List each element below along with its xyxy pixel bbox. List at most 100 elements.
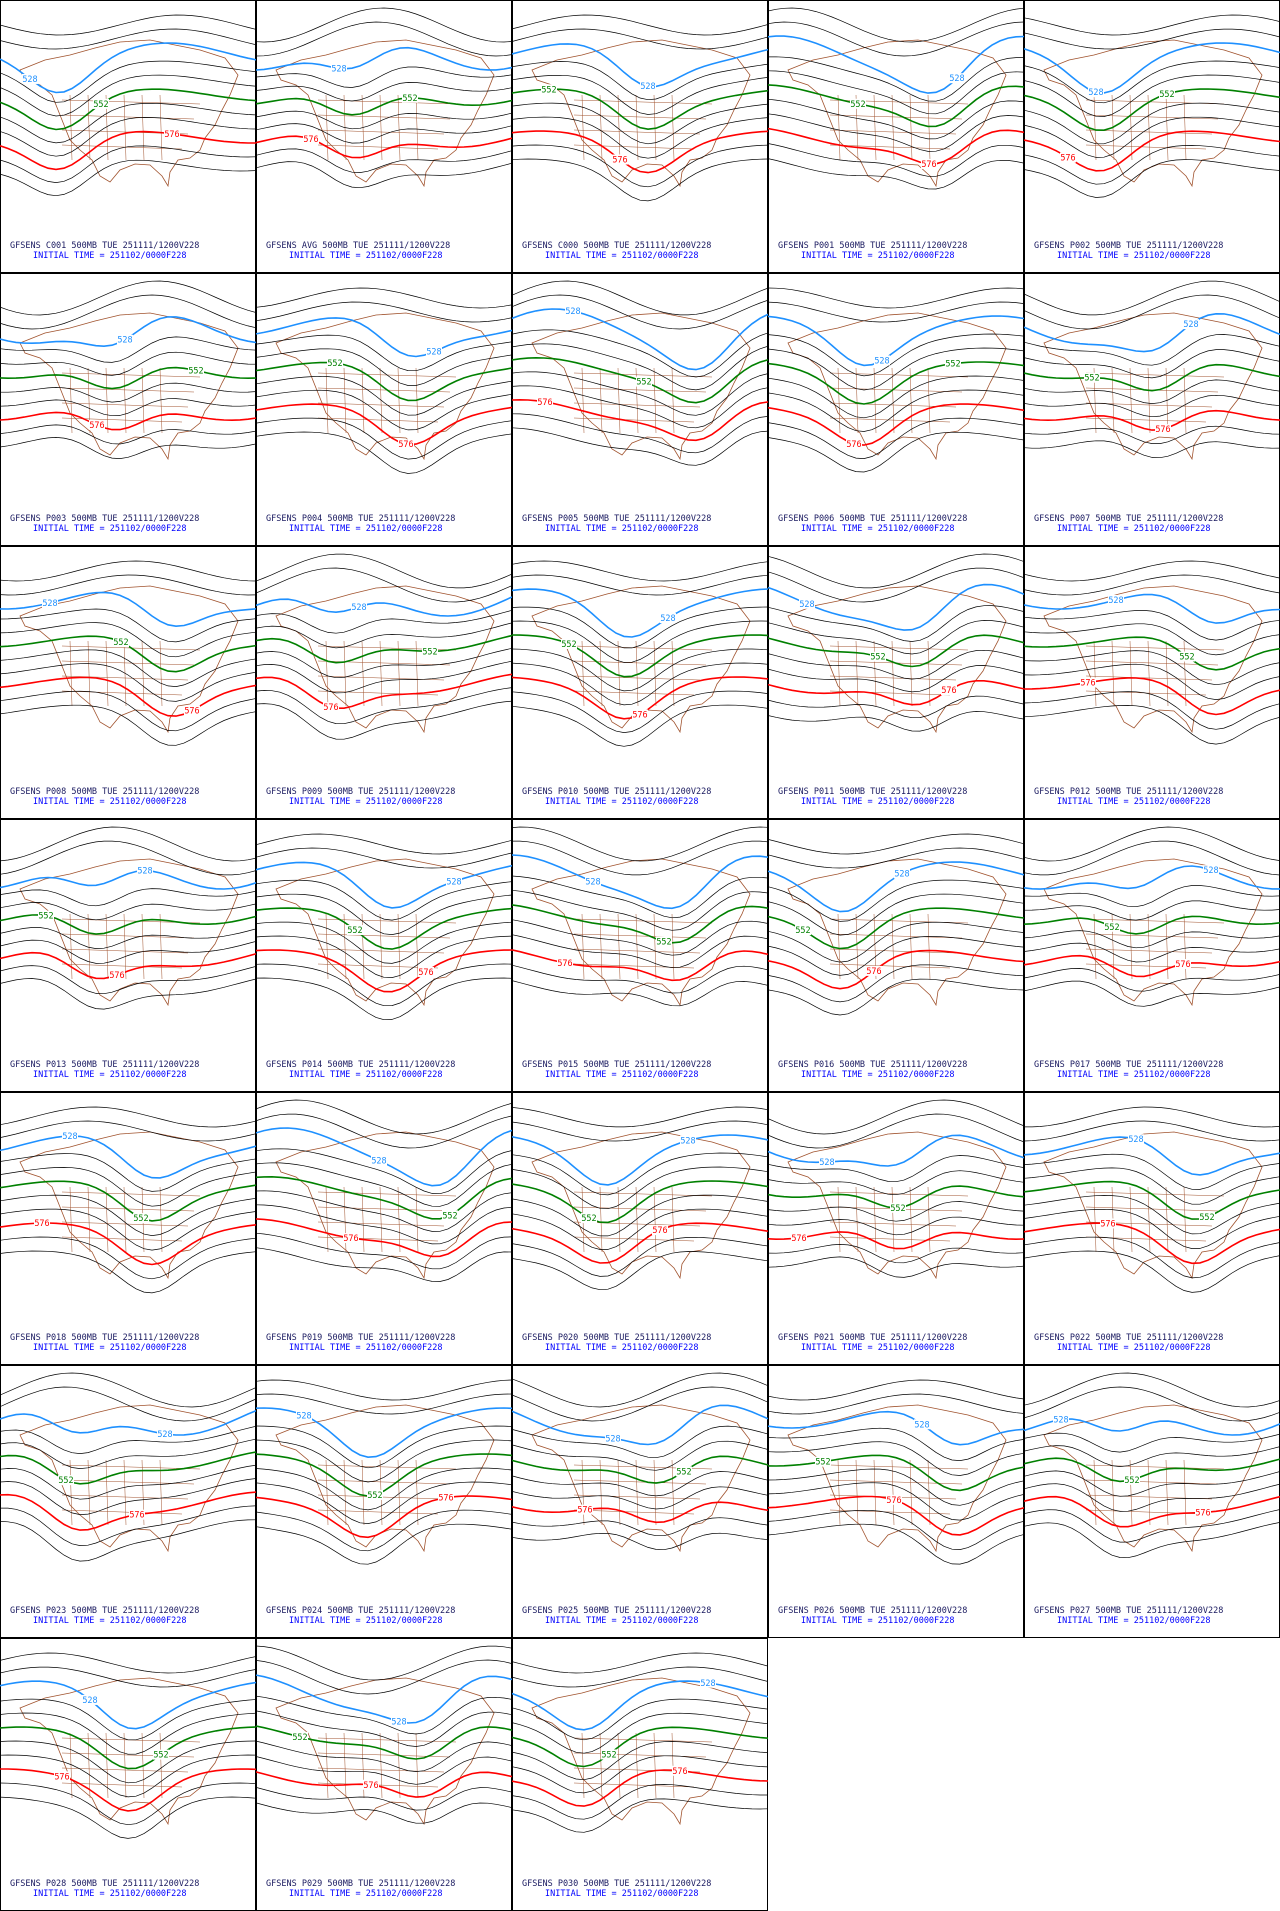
height-contour: [0, 1712, 256, 1755]
contour-label-bg: [113, 637, 129, 648]
height-contour: [256, 1162, 512, 1207]
contour-label: 552: [327, 359, 342, 369]
height-contour: [0, 1740, 256, 1784]
contour-label-bg: [442, 1210, 458, 1221]
state-line: [87, 1186, 91, 1253]
height-contour: [768, 605, 1024, 642]
panel-title: GFSENS P024 500MB TUE 251111/1200V228: [266, 1606, 455, 1616]
contour-label-bg: [1100, 1218, 1116, 1229]
height-contour: [0, 1120, 256, 1142]
state-line: [69, 1186, 73, 1253]
height-contour: [256, 348, 512, 386]
height-contour: [256, 1113, 512, 1149]
panel-frame: [256, 546, 512, 819]
height-contour: [0, 280, 256, 316]
caption-bg: [1025, 1057, 1279, 1091]
height-contour: [256, 1509, 512, 1552]
state-line: [1085, 933, 1219, 939]
key-contour: [0, 1180, 256, 1222]
state-line: [61, 1782, 183, 1788]
state-line: [317, 387, 451, 393]
key-contour: [0, 366, 256, 390]
state-line: [1085, 417, 1207, 423]
height-contour: [0, 840, 256, 876]
panel-title: GFSENS P028 500MB TUE 251111/1200V228: [10, 1879, 199, 1889]
height-contour: [512, 1152, 768, 1196]
contour-label-bg: [874, 355, 890, 366]
height-contour: [1024, 663, 1280, 700]
key-contour: [1024, 677, 1280, 716]
contour-label-bg: [157, 1428, 173, 1439]
caption-bg: [1, 1330, 255, 1364]
caption-bg: [1, 1876, 255, 1910]
panel-subtitle: INITIAL TIME = 251102/0000F228: [545, 1889, 699, 1899]
panel-title: GFSENS P013 500MB TUE 251111/1200V228: [10, 1060, 199, 1070]
contour-label-bg: [850, 98, 866, 109]
panel-title: GFSENS P017 500MB TUE 251111/1200V228: [1034, 1060, 1223, 1070]
key-contour: [768, 315, 1024, 367]
height-contour: [256, 417, 512, 460]
contour-label-bg: [1183, 319, 1199, 330]
height-contour: [768, 7, 1024, 43]
height-contour: [512, 427, 768, 466]
height-contour: [256, 1802, 512, 1824]
state-line: [123, 94, 127, 161]
state-line: [599, 1186, 603, 1253]
height-contour: [0, 965, 256, 995]
height-contour: [256, 921, 512, 964]
state-line: [573, 144, 695, 150]
forecast-panel: 528 552 576 GFSENS P001 500MB TUE 251111/12…: [768, 0, 1024, 273]
panel-subtitle: INITIAL TIME = 251102/0000F228: [1057, 251, 1211, 261]
state-line: [69, 1459, 73, 1526]
state-line: [653, 640, 657, 707]
key-contour: [0, 1491, 256, 1531]
state-line: [891, 640, 895, 707]
height-contour: [768, 1216, 1024, 1236]
height-contour: [0, 1478, 256, 1515]
key-contour: [1024, 363, 1280, 392]
key-contour: [512, 398, 768, 442]
panel-frame: [0, 1092, 256, 1365]
key-contour: [1024, 1495, 1280, 1528]
contour-label: 576: [184, 707, 199, 717]
height-contour: [768, 1427, 1024, 1461]
height-contour: [1024, 379, 1280, 404]
height-contour: [0, 437, 256, 459]
contour-label: 528: [1183, 320, 1198, 330]
contour-label-bg: [82, 1694, 98, 1705]
height-contour: [512, 889, 768, 931]
contour-label-bg: [1128, 1134, 1144, 1145]
height-contour: [256, 1379, 512, 1401]
height-contour: [0, 145, 256, 183]
state-line: [1147, 1459, 1151, 1526]
contour-label: 528: [137, 867, 152, 877]
height-contour: [768, 665, 1024, 693]
state-line: [69, 1732, 73, 1799]
contour-label: 528: [585, 878, 600, 888]
height-contour: [512, 662, 768, 706]
height-contour: [768, 1113, 1024, 1149]
key-contour: [1024, 88, 1280, 132]
key-contour: [0, 1409, 256, 1436]
key-contour: [768, 361, 1024, 405]
panel-frame: [768, 273, 1024, 546]
contour-label-bg: [292, 1731, 308, 1742]
caption-bg: [513, 1603, 767, 1637]
key-contour: [0, 1135, 256, 1179]
state-line: [317, 129, 445, 135]
contour-label: 576: [557, 959, 572, 969]
height-contour: [0, 1153, 256, 1192]
panel-title: GFSENS AVG 500MB TUE 251111/1200V228: [266, 241, 450, 251]
panel-frame: [512, 1365, 768, 1638]
contour-label-bg: [438, 1492, 454, 1503]
state-line: [1129, 640, 1133, 707]
caption-bg: [769, 238, 1023, 272]
panel-subtitle: INITIAL TIME = 251102/0000F228: [33, 524, 187, 534]
height-contour: [0, 690, 256, 732]
contour-label: 552: [1084, 374, 1099, 384]
forecast-panel: 528 552 576 GFSENS C001 500MB TUE 251111/12…: [0, 0, 256, 273]
forecast-panel: 528 552 576 GFSENS P006 500MB TUE 251111/12…: [768, 273, 1024, 546]
height-contour: [768, 431, 1024, 473]
height-contour: [0, 1250, 256, 1294]
